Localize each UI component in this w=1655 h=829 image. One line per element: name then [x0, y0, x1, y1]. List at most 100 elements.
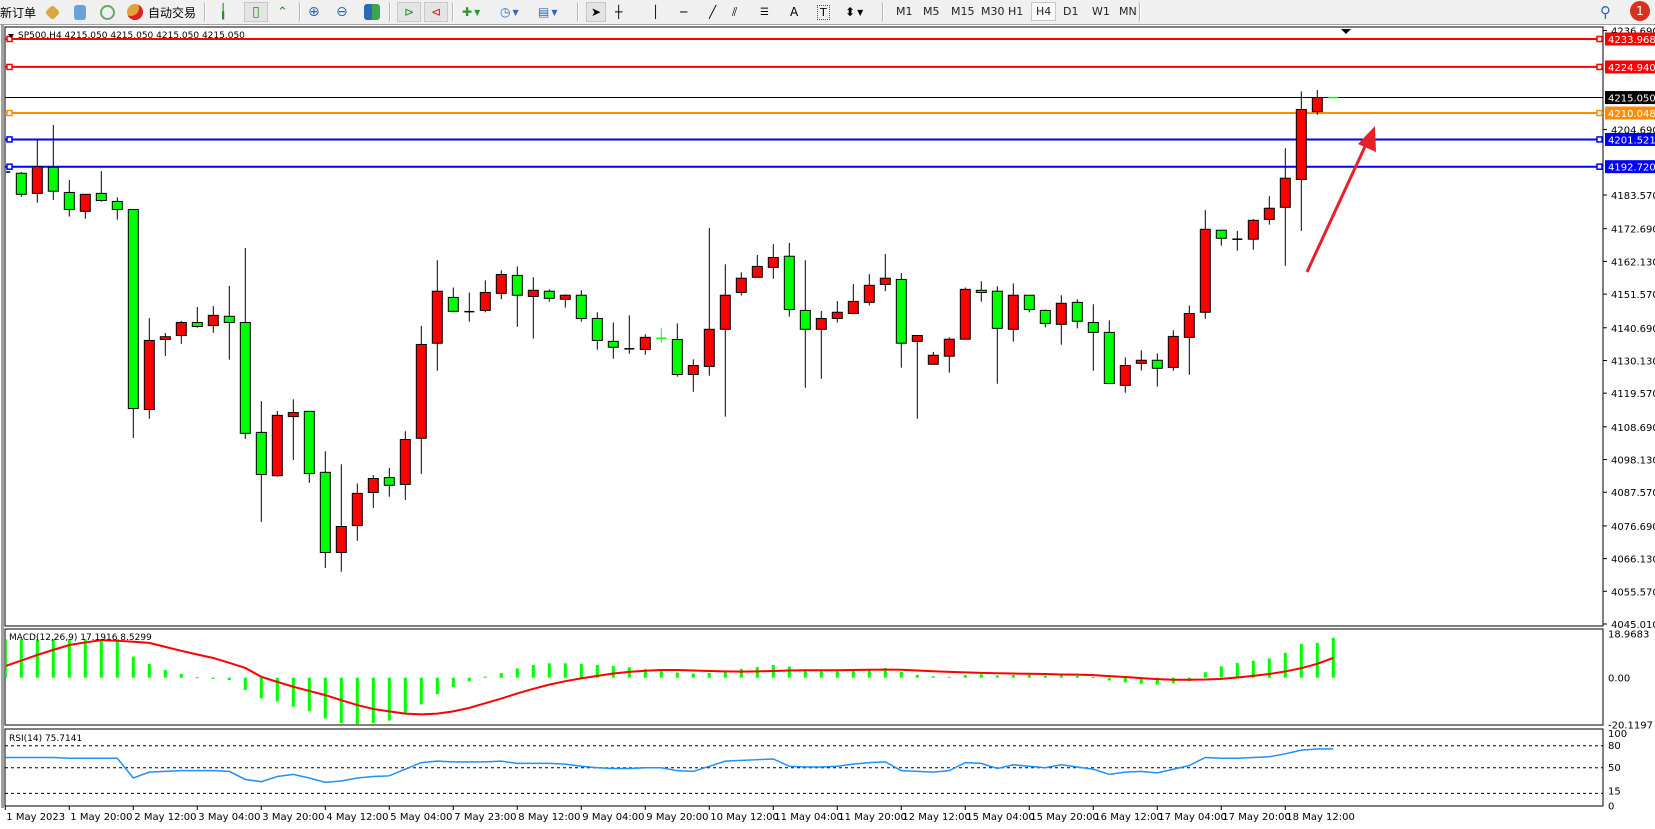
candle[interactable] — [319, 451, 331, 568]
candle[interactable] — [495, 270, 507, 300]
candle[interactable] — [287, 399, 299, 460]
candlestick-icon[interactable]: ▯ — [244, 2, 268, 22]
candle[interactable] — [1023, 294, 1035, 313]
candle[interactable] — [1311, 89, 1323, 115]
candle[interactable] — [1183, 305, 1195, 375]
candle[interactable] — [1247, 219, 1259, 250]
candle[interactable] — [1232, 230, 1243, 251]
timeframe-h1[interactable]: H1 — [1008, 5, 1024, 18]
candle[interactable] — [111, 197, 123, 220]
candle[interactable] — [1071, 299, 1083, 329]
candle[interactable] — [815, 311, 827, 379]
candle[interactable] — [879, 254, 891, 292]
text-label-icon[interactable]: T — [817, 5, 830, 20]
timeframe-w1[interactable]: W1 — [1092, 5, 1110, 18]
candle[interactable] — [271, 411, 283, 477]
candle[interactable] — [1103, 320, 1115, 384]
search-icon[interactable]: ⚲ — [1600, 3, 1611, 21]
candle[interactable] — [511, 266, 523, 327]
market-watch-icon[interactable] — [74, 3, 86, 21]
annotation-arrow-line[interactable] — [1305, 139, 1370, 273]
candle[interactable] — [991, 286, 1003, 384]
navigator-icon[interactable] — [44, 3, 61, 21]
candle[interactable] — [863, 274, 875, 306]
fibo-retracement-icon[interactable]: ☰ — [760, 6, 769, 18]
candle[interactable] — [1151, 353, 1163, 387]
vertical-line-icon[interactable]: │ — [652, 5, 660, 19]
candle[interactable] — [383, 467, 395, 497]
timeframe-m15[interactable]: M15 — [951, 5, 975, 18]
candle[interactable] — [607, 322, 619, 359]
candle[interactable] — [543, 289, 555, 302]
zoom-out-icon[interactable]: ⊖ — [336, 4, 348, 20]
candle[interactable] — [1215, 229, 1227, 246]
candle[interactable] — [559, 294, 571, 308]
trendline-icon[interactable]: ╱ — [709, 5, 717, 19]
timeframe-m5[interactable]: M5 — [923, 5, 940, 18]
timeframe-m1[interactable]: M1 — [896, 5, 913, 18]
candle[interactable] — [751, 254, 763, 278]
timeframe-h4[interactable]: H4 — [1031, 2, 1057, 21]
candle[interactable] — [399, 431, 411, 500]
candle[interactable] — [415, 325, 427, 474]
candle[interactable] — [911, 334, 923, 419]
candle[interactable] — [671, 323, 683, 377]
candle[interactable] — [191, 307, 203, 328]
candle[interactable] — [351, 483, 363, 541]
candle[interactable] — [63, 180, 75, 217]
candle[interactable] — [927, 351, 939, 365]
candle[interactable] — [143, 318, 155, 419]
candle[interactable] — [1119, 357, 1131, 393]
candle[interactable] — [79, 193, 91, 219]
candle[interactable] — [687, 359, 699, 392]
candle[interactable] — [1135, 350, 1147, 371]
bar-chart-icon[interactable]: ╽ — [219, 4, 228, 20]
new-order-button[interactable]: 新订单 — [0, 5, 37, 20]
candle[interactable] — [255, 401, 267, 522]
line-chart-icon[interactable]: ⌃ — [277, 4, 288, 20]
candle[interactable] — [431, 260, 443, 371]
timeframe-mn[interactable]: MN — [1119, 5, 1137, 18]
candle[interactable] — [703, 228, 715, 376]
periods-icon[interactable]: ◷ ▼ — [500, 5, 519, 19]
candle[interactable] — [223, 285, 235, 360]
signals-icon[interactable] — [100, 3, 115, 21]
candle[interactable] — [464, 292, 475, 322]
candle[interactable] — [95, 171, 107, 202]
price-chart[interactable]: SP500,H4 4215.050 4215.050 4215.050 4215… — [0, 31, 1603, 572]
candle[interactable] — [0, 163, 11, 183]
candle[interactable] — [31, 140, 43, 203]
candle[interactable] — [1295, 91, 1307, 231]
templates-icon[interactable]: ▤ ▼ — [538, 5, 558, 19]
candle[interactable] — [943, 337, 955, 373]
candle[interactable] — [47, 124, 59, 200]
candle[interactable] — [1039, 309, 1051, 328]
candle[interactable] — [1279, 148, 1291, 266]
candle[interactable] — [783, 242, 795, 317]
candle[interactable] — [575, 290, 587, 322]
candle[interactable] — [1055, 295, 1067, 345]
candle[interactable] — [1007, 283, 1019, 342]
cursor-icon[interactable]: ➤ — [586, 2, 606, 22]
annotation-arrow-head-icon[interactable] — [1358, 126, 1376, 152]
candle[interactable] — [207, 306, 219, 333]
text-icon[interactable]: A — [790, 5, 799, 19]
indicators-icon[interactable]: ✚ ▼ — [462, 5, 481, 19]
candle[interactable] — [527, 277, 539, 339]
auto-trading-button[interactable]: 自动交易 — [148, 5, 197, 20]
candle[interactable] — [1087, 304, 1099, 371]
candle[interactable] — [239, 248, 251, 439]
candle[interactable] — [895, 272, 907, 368]
candle[interactable] — [1167, 330, 1179, 371]
candle[interactable] — [591, 312, 603, 350]
timeframe-d1[interactable]: D1 — [1063, 5, 1079, 18]
horizontal-line-icon[interactable]: ─ — [680, 5, 688, 19]
candle[interactable] — [15, 172, 27, 197]
candle[interactable] — [639, 334, 651, 355]
macd-panel[interactable]: MACD(12,26,9) 17.1916 8.5299 18.9683 0.00 -… — [4, 630, 1653, 732]
crosshair-icon[interactable]: ┼ — [615, 5, 623, 19]
candle[interactable] — [656, 328, 667, 343]
candle[interactable] — [975, 281, 987, 302]
